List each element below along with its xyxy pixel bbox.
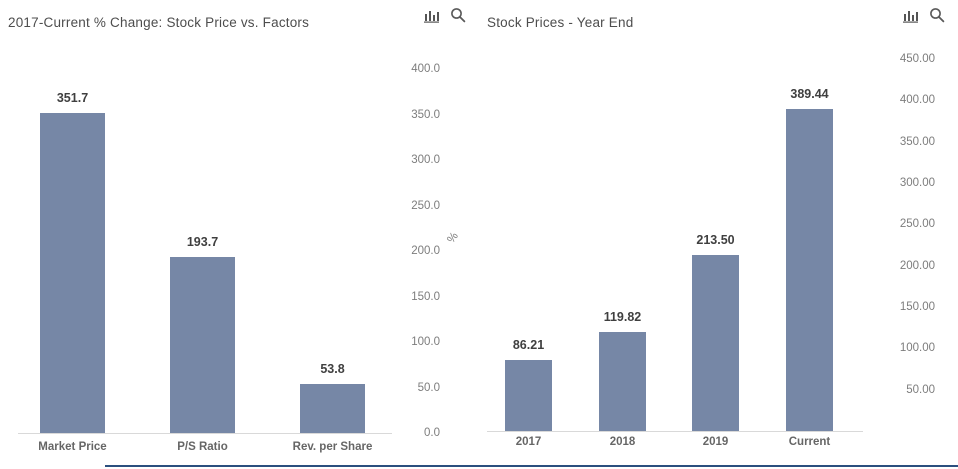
- plot-area: 450.00 400.00 350.00 300.00 250.00 200.00 150.…: [479, 0, 958, 469]
- bar-value-label: 119.82: [603, 309, 642, 324]
- y-tick-label: 350.00: [899, 135, 935, 148]
- y-tick-label: 200.00: [899, 259, 935, 272]
- bar-value-label: 351.7: [56, 90, 89, 105]
- x-category-label: 2019: [702, 436, 729, 448]
- chart-toolbar: [902, 7, 945, 23]
- x-axis-line: [18, 433, 392, 434]
- y-tick-label: 0.0: [424, 427, 440, 439]
- x-category-label: Market Price: [38, 441, 107, 453]
- zoom-icon[interactable]: [450, 7, 466, 23]
- y-tick-label: 50.00: [906, 383, 935, 396]
- bar-chart-icon[interactable]: [423, 7, 439, 23]
- bar-value-label: 193.7: [186, 234, 219, 249]
- y-tick-label: 250.0: [411, 199, 440, 212]
- bar-market-price[interactable]: [40, 112, 105, 433]
- bar-rev-per-share[interactable]: [300, 384, 365, 433]
- x-category-label: 2018: [609, 436, 636, 448]
- bar-value-label: 53.8: [320, 362, 345, 377]
- x-category-label: Rev. per Share: [292, 441, 373, 453]
- y-tick-label: 300.00: [899, 177, 935, 189]
- chart-panel-pct-change: 2017-Current % Change: Stock Price vs. F…: [8, 7, 466, 453]
- y-tick-label: 250.00: [899, 218, 935, 231]
- y-tick-label: 350.0: [411, 108, 440, 121]
- bottom-divider: [105, 465, 958, 467]
- bar-chart-icon[interactable]: [902, 7, 918, 23]
- plot-area: 400.0 350.0 300.0 250.0 200.0 150.0 100.0 50.0 0…: [18, 63, 461, 453]
- x-category-label: 2017: [515, 436, 542, 448]
- y-tick-label: 150.0: [411, 290, 440, 303]
- bar-current[interactable]: [786, 109, 833, 431]
- y-tick-label: 100.00: [899, 342, 935, 355]
- y-tick-label: 150.00: [899, 301, 935, 313]
- y-tick-label: 400.0: [411, 63, 440, 75]
- bar-2018[interactable]: [599, 331, 646, 431]
- x-axis-line: [487, 431, 863, 432]
- bar-2019[interactable]: [692, 254, 739, 431]
- chart-title: Stock Prices - Year End: [487, 15, 634, 30]
- bar-value-label: 389.44: [790, 87, 829, 102]
- y-tick-label: 50.0: [417, 381, 440, 394]
- bar-value-label: 213.50: [696, 232, 735, 247]
- y-axis-title: %: [445, 230, 461, 246]
- y-tick-label: 450.00: [899, 53, 935, 65]
- chart-toolbar: [423, 7, 466, 23]
- bar-2017[interactable]: [505, 359, 552, 431]
- y-tick-label: 400.00: [899, 94, 935, 107]
- y-tick-label: 200.0: [411, 245, 440, 257]
- y-tick-label: 300.0: [411, 154, 440, 166]
- bar-p-s-ratio[interactable]: [170, 256, 235, 433]
- y-tick-label: 100.0: [411, 336, 440, 348]
- bar-value-label: 86.21: [512, 337, 545, 352]
- x-category-label: P/S Ratio: [177, 441, 228, 453]
- zoom-icon[interactable]: [929, 7, 945, 23]
- chart-panel-stock-prices: Stock Prices - Year End: [479, 0, 958, 469]
- chart-title: 2017-Current % Change: Stock Price vs. F…: [8, 15, 310, 30]
- x-category-label: Current: [788, 436, 831, 448]
